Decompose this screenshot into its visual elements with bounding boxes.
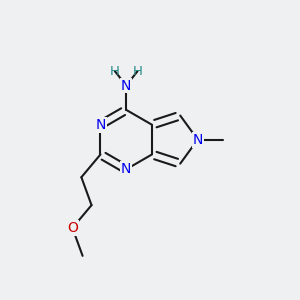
- Text: N: N: [121, 79, 131, 92]
- Text: H: H: [110, 65, 120, 78]
- Text: H: H: [133, 65, 142, 78]
- Text: O: O: [67, 221, 78, 235]
- Text: N: N: [95, 118, 106, 132]
- Text: N: N: [193, 133, 203, 147]
- Text: N: N: [121, 162, 131, 176]
